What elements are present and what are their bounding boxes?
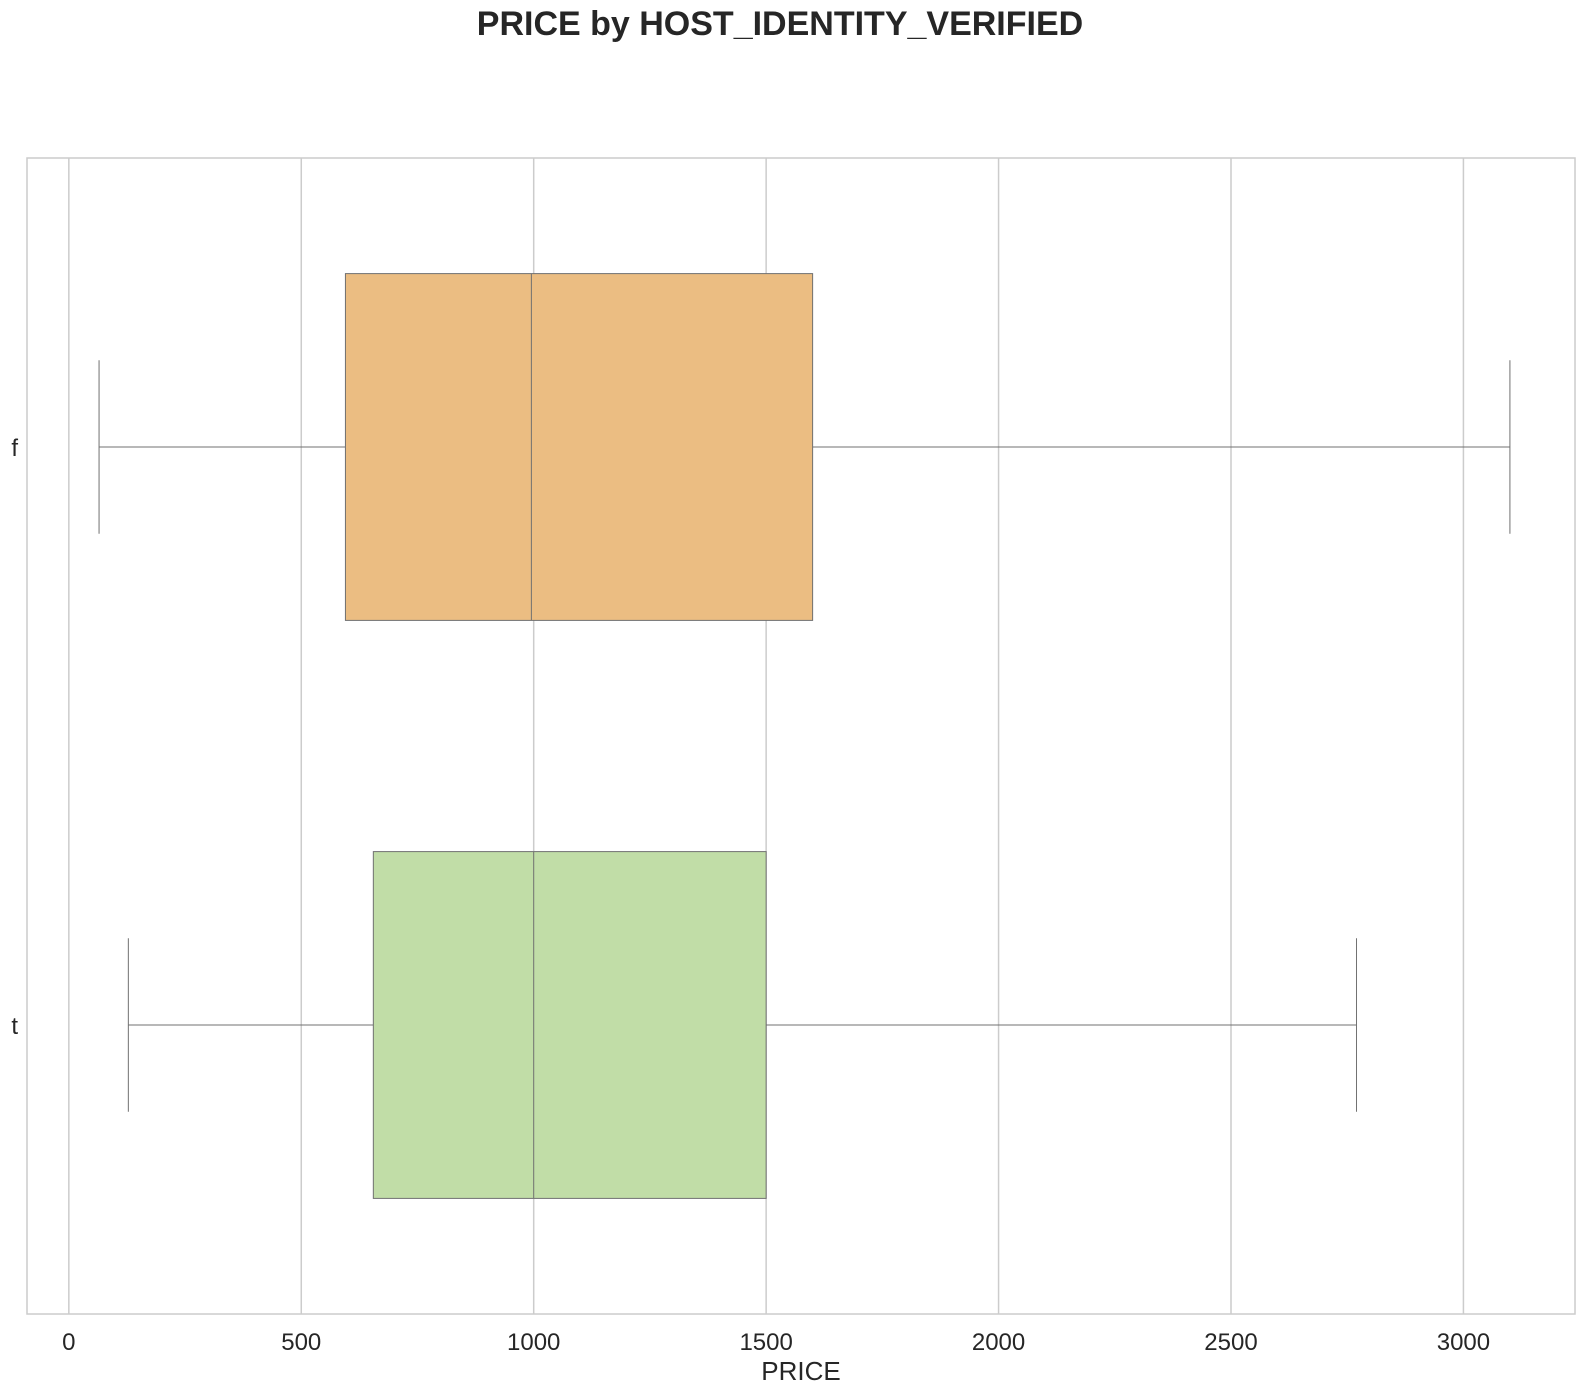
x-tick-labels: 0 500 1000 1500 2000 2500 3000 — [62, 1329, 1490, 1356]
y-tick-label: t — [11, 1013, 18, 1040]
y-tick-labels: ft — [11, 435, 18, 1040]
box-iqr — [372, 851, 767, 1199]
x-tick-label: 500 — [281, 1329, 321, 1356]
x-tick-label: 2500 — [1204, 1329, 1257, 1356]
box-iqr — [344, 273, 814, 621]
chart-title: PRICE by HOST_IDENTITY_VERIFIED — [477, 5, 1083, 43]
box-group-t — [127, 851, 1358, 1199]
x-tick-label: 3000 — [1437, 1329, 1490, 1356]
x-axis-label: PRICE — [761, 1356, 840, 1386]
y-tick-label: f — [11, 435, 18, 462]
x-tick-label: 1500 — [739, 1329, 792, 1356]
plot-frame — [26, 157, 1576, 1315]
x-tick-label: 0 — [62, 1329, 75, 1356]
x-tick-label: 2000 — [972, 1329, 1025, 1356]
boxes — [98, 273, 1511, 1199]
box-group-f — [98, 273, 1511, 621]
x-tick-label: 1000 — [507, 1329, 560, 1356]
